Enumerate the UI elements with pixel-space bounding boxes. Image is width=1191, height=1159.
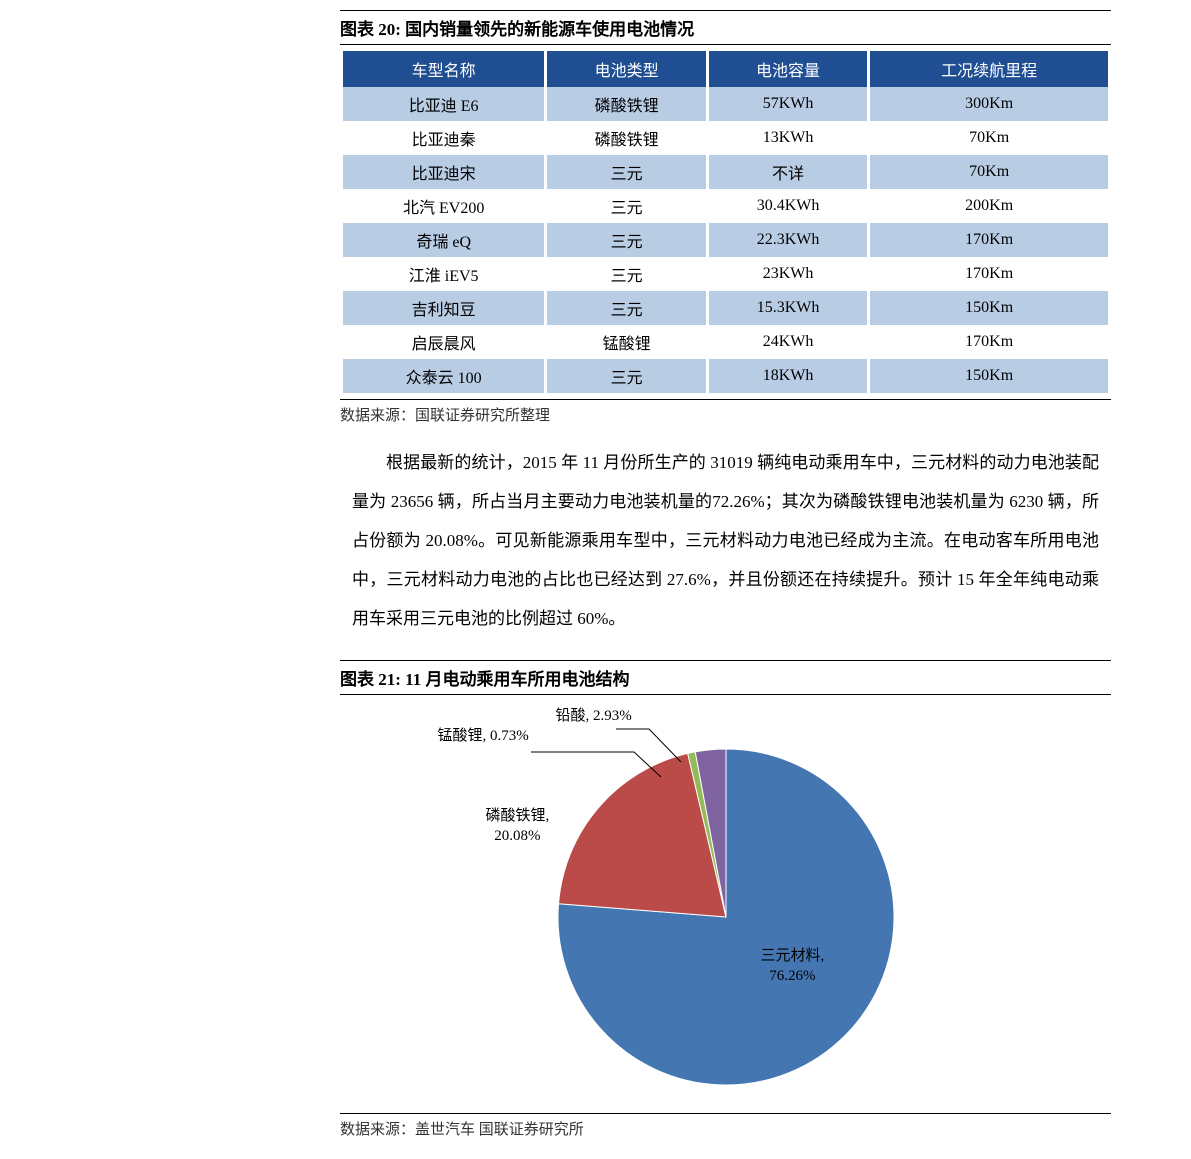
table-cell: 江淮 iEV5 <box>343 257 544 291</box>
table-cell: 三元 <box>547 291 705 325</box>
table-cell: 150Km <box>870 359 1108 393</box>
table-cell: 吉利知豆 <box>343 291 544 325</box>
table-cell: 比亚迪 E6 <box>343 87 544 121</box>
table-cell: 磷酸铁锂 <box>547 121 705 155</box>
table-cell: 23KWh <box>709 257 867 291</box>
table-cell: 众泰云 100 <box>343 359 544 393</box>
table20-source: 数据来源：国联证券研究所整理 <box>340 399 1111 425</box>
pie-label: 锰酸锂, 0.73% <box>438 727 529 747</box>
pie-label: 铅酸, 2.93% <box>556 707 632 727</box>
table-header: 车型名称 <box>343 51 544 87</box>
table-cell: 三元 <box>547 155 705 189</box>
table-cell: 三元 <box>547 359 705 393</box>
table-header: 电池容量 <box>709 51 867 87</box>
table-cell: 北汽 EV200 <box>343 189 544 223</box>
table-row: 江淮 iEV5三元23KWh170Km <box>343 257 1108 291</box>
table-cell: 15.3KWh <box>709 291 867 325</box>
table-cell: 170Km <box>870 257 1108 291</box>
table-header: 电池类型 <box>547 51 705 87</box>
table-cell: 70Km <box>870 155 1108 189</box>
pie-chart: 三元材料,76.26% 磷酸铁锂,20.08% 锰酸锂, 0.73% 铅酸, 2.93… <box>381 707 1071 1107</box>
table-cell: 150Km <box>870 291 1108 325</box>
table-row: 比亚迪 E6磷酸铁锂57KWh300Km <box>343 87 1108 121</box>
table-cell: 170Km <box>870 223 1108 257</box>
chart21-source: 数据来源：盖世汽车 国联证券研究所 <box>340 1113 1111 1139</box>
table-cell: 30.4KWh <box>709 189 867 223</box>
table-cell: 磷酸铁锂 <box>547 87 705 121</box>
chart21-title: 图表 21: 11 月电动乘用车所用电池结构 <box>340 660 1111 695</box>
table-row: 北汽 EV200三元30.4KWh200Km <box>343 189 1108 223</box>
table-row: 比亚迪宋三元不详70Km <box>343 155 1108 189</box>
pie-leader-lines <box>381 707 1071 1107</box>
table-cell: 13KWh <box>709 121 867 155</box>
table-cell: 70Km <box>870 121 1108 155</box>
pie-label: 磷酸铁锂,20.08% <box>486 807 550 846</box>
table-cell: 300Km <box>870 87 1108 121</box>
pie-label: 三元材料,76.26% <box>761 947 825 986</box>
table-cell: 三元 <box>547 189 705 223</box>
table-header: 工况续航里程 <box>870 51 1108 87</box>
table-cell: 比亚迪宋 <box>343 155 544 189</box>
table-cell: 57KWh <box>709 87 867 121</box>
table-cell: 24KWh <box>709 325 867 359</box>
body-paragraph: 根据最新的统计，2015 年 11 月份所生产的 31019 辆纯电动乘用车中，… <box>352 443 1099 638</box>
table-row: 吉利知豆三元15.3KWh150Km <box>343 291 1108 325</box>
table20: 车型名称电池类型电池容量工况续航里程 比亚迪 E6磷酸铁锂57KWh300Km比… <box>340 51 1111 393</box>
table-cell: 奇瑞 eQ <box>343 223 544 257</box>
table20-title: 图表 20: 国内销量领先的新能源车使用电池情况 <box>340 10 1111 45</box>
table-row: 众泰云 100三元18KWh150Km <box>343 359 1108 393</box>
table-cell: 三元 <box>547 223 705 257</box>
table-cell: 22.3KWh <box>709 223 867 257</box>
table-cell: 200Km <box>870 189 1108 223</box>
table-cell: 启辰晨风 <box>343 325 544 359</box>
table-row: 比亚迪秦磷酸铁锂13KWh70Km <box>343 121 1108 155</box>
table-row: 奇瑞 eQ三元22.3KWh170Km <box>343 223 1108 257</box>
table-cell: 170Km <box>870 325 1108 359</box>
table-cell: 不详 <box>709 155 867 189</box>
table-cell: 比亚迪秦 <box>343 121 544 155</box>
table-cell: 锰酸锂 <box>547 325 705 359</box>
table-cell: 18KWh <box>709 359 867 393</box>
table-cell: 三元 <box>547 257 705 291</box>
table-row: 启辰晨风锰酸锂24KWh170Km <box>343 325 1108 359</box>
